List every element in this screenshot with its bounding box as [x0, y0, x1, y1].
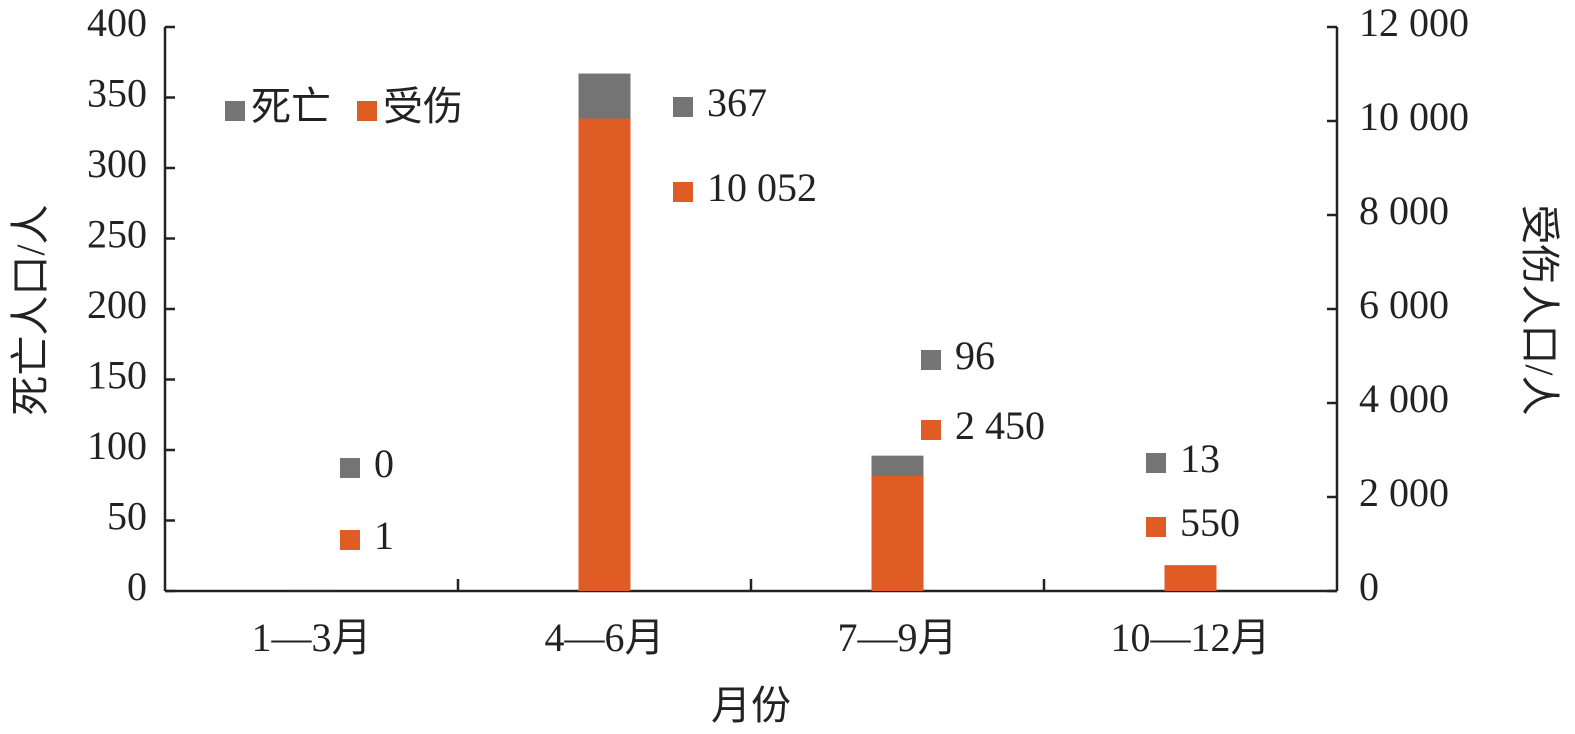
x-tick-label: 10—12月 [1111, 615, 1271, 660]
label-marker [673, 182, 693, 202]
label-marker [1146, 453, 1166, 473]
legend-label: 受伤 [383, 84, 463, 129]
label-marker [673, 97, 693, 117]
x-axis-title: 月份 [711, 683, 791, 728]
y2-axis-title: 受伤人口/人 [1517, 204, 1562, 415]
legend-marker [357, 101, 377, 121]
y-tick-label: 250 [87, 212, 147, 257]
y2-tick-label: 2 000 [1359, 470, 1449, 515]
y-tick-label: 150 [87, 353, 147, 398]
data-label: 10 052 [707, 165, 817, 210]
data-label: 1 [374, 513, 394, 558]
y-tick-label: 100 [87, 423, 147, 468]
y-tick-label: 0 [127, 564, 147, 609]
y-tick-label: 50 [107, 494, 147, 539]
data-label: 0 [374, 441, 394, 486]
y2-tick-label: 4 000 [1359, 376, 1449, 421]
y-axis-title: 死亡人口/人 [8, 204, 53, 415]
y2-tick-label: 10 000 [1359, 94, 1469, 139]
y-tick-label: 200 [87, 282, 147, 327]
y-tick-label: 300 [87, 141, 147, 186]
x-tick-label: 4—6月 [545, 615, 665, 660]
y2-tick-label: 6 000 [1359, 282, 1449, 327]
y-tick-label: 400 [87, 0, 147, 45]
y2-tick-label: 0 [1359, 564, 1379, 609]
data-label: 96 [955, 333, 995, 378]
label-marker [340, 530, 360, 550]
label-marker [1146, 517, 1166, 537]
data-label: 2 450 [955, 403, 1045, 448]
y2-tick-label: 12 000 [1359, 0, 1469, 45]
bar [871, 475, 924, 591]
bar [1164, 565, 1217, 591]
data-label: 550 [1180, 500, 1240, 545]
label-marker [340, 458, 360, 478]
y2-tick-label: 8 000 [1359, 188, 1449, 233]
y-tick-label: 350 [87, 71, 147, 116]
label-marker [921, 420, 941, 440]
bar [578, 118, 631, 591]
x-tick-label: 7—9月 [838, 615, 958, 660]
data-label: 367 [707, 80, 767, 125]
legend-marker [225, 101, 245, 121]
x-tick-label: 1—3月 [252, 615, 372, 660]
data-label: 13 [1180, 436, 1220, 481]
label-marker [921, 350, 941, 370]
legend-label: 死亡 [251, 84, 331, 129]
